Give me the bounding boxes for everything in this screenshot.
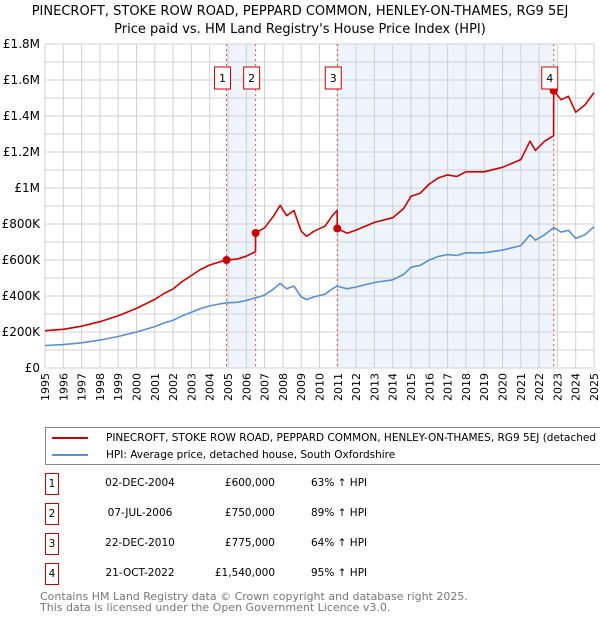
x-tick-label: 2021 bbox=[515, 373, 528, 401]
sale-label-box bbox=[243, 66, 261, 90]
sale-point bbox=[251, 229, 260, 237]
y-tick-label: £200K bbox=[2, 325, 42, 339]
x-tick-label: 2004 bbox=[204, 373, 217, 401]
y-tick-label: £1.6M bbox=[3, 73, 40, 87]
x-tick-label: 2023 bbox=[551, 373, 564, 401]
sale-number: 2 bbox=[45, 503, 59, 525]
property-price-line bbox=[44, 90, 595, 332]
y-tick-label: £1.2M bbox=[3, 145, 40, 159]
legend-label-property: PINECROFT, STOKE ROW ROAD, PEPPARD COMMO… bbox=[106, 432, 600, 444]
x-tick-label: 2013 bbox=[368, 373, 381, 401]
x-tick-label: 2012 bbox=[350, 373, 363, 401]
sale-label-box bbox=[214, 66, 232, 90]
x-tick-label: 2020 bbox=[497, 373, 510, 401]
sale-price: £600,000 bbox=[224, 477, 275, 489]
y-tick-label: £800K bbox=[2, 217, 42, 231]
sale-date: 21-OCT-2022 bbox=[105, 567, 175, 579]
x-tick-label: 2024 bbox=[570, 373, 583, 401]
x-tick-label: 2008 bbox=[277, 373, 290, 401]
y-tick-label: £400K bbox=[2, 289, 42, 303]
x-tick-label: 2001 bbox=[149, 373, 162, 401]
x-tick-label: 2007 bbox=[259, 373, 272, 401]
x-tick-label: 2016 bbox=[423, 373, 436, 401]
x-tick-label: 1995 bbox=[39, 373, 52, 401]
sale-point bbox=[333, 224, 342, 233]
sale-number: 3 bbox=[45, 533, 59, 555]
legend-item-property: PINECROFT, STOKE ROW ROAD, PEPPARD COMMO… bbox=[46, 430, 600, 446]
x-tick-label: 2002 bbox=[167, 373, 180, 401]
x-tick-label: 2006 bbox=[240, 373, 253, 401]
x-tick-label: 2022 bbox=[533, 373, 546, 401]
sale-hpi-change: 63% ↑ HPI bbox=[311, 477, 368, 489]
x-tick-label: 2015 bbox=[405, 373, 418, 401]
sale-row: 1 02-DEC-2004 £600,000 63% ↑ HPI bbox=[45, 473, 445, 495]
y-tick-label: £600K bbox=[2, 253, 42, 267]
x-tick-label: 2019 bbox=[478, 373, 491, 401]
legend-swatch-property bbox=[52, 437, 88, 439]
chart-subtitle: Price paid vs. HM Land Registry's House … bbox=[114, 22, 486, 37]
x-tick-label: 2014 bbox=[387, 373, 400, 401]
x-tick-label: 2010 bbox=[314, 373, 327, 401]
y-tick-label: £0 bbox=[25, 361, 40, 375]
legend-item-hpi: HPI: Average price, detached house, Sout… bbox=[46, 447, 395, 463]
x-tick-label: 2000 bbox=[131, 373, 144, 401]
legend: PINECROFT, STOKE ROW ROAD, PEPPARD COMMO… bbox=[45, 427, 600, 465]
sale-label-number: 2 bbox=[248, 72, 255, 85]
sale-hpi-change: 95% ↑ HPI bbox=[311, 567, 368, 579]
sale-row: 4 21-OCT-2022 £1,540,000 95% ↑ HPI bbox=[45, 563, 445, 585]
sale-label-number: 3 bbox=[330, 72, 337, 85]
x-tick-label: 2005 bbox=[222, 373, 235, 401]
x-tick-label: 1998 bbox=[94, 373, 107, 401]
legend-label-hpi: HPI: Average price, detached house, Sout… bbox=[106, 449, 396, 461]
sale-price: £750,000 bbox=[224, 507, 275, 519]
hpi-line bbox=[44, 226, 595, 347]
sale-point bbox=[222, 256, 231, 264]
sale-row: 2 07-JUL-2006 £750,000 89% ↑ HPI bbox=[45, 503, 445, 525]
x-tick-label: 2003 bbox=[185, 373, 198, 401]
chart-title: PINECROFT, STOKE ROW ROAD, PEPPARD COMMO… bbox=[31, 4, 569, 19]
sale-price: £1,540,000 bbox=[214, 567, 275, 579]
sale-label-number: 1 bbox=[219, 72, 226, 85]
y-tick-label: £1M bbox=[14, 181, 40, 195]
sale-date: 22-DEC-2010 bbox=[105, 537, 175, 549]
y-tick-label: £1.4M bbox=[3, 109, 40, 123]
x-tick-label: 1999 bbox=[112, 373, 125, 401]
x-tick-label: 1996 bbox=[57, 373, 70, 401]
sale-label-number: 4 bbox=[546, 72, 553, 85]
x-tick-label: 2011 bbox=[332, 373, 345, 401]
sale-price: £775,000 bbox=[224, 537, 275, 549]
sale-number: 4 bbox=[45, 563, 59, 585]
x-tick-label: 2018 bbox=[460, 373, 473, 401]
plot-area: £0 £200K £400K £600K £800K £1M £1.2M £1.4M £1.6M… bbox=[2, 37, 600, 401]
x-tick-label: 2017 bbox=[442, 373, 455, 401]
sale-label-box bbox=[324, 66, 342, 90]
sale-row: 3 22-DEC-2010 £775,000 64% ↑ HPI bbox=[45, 533, 445, 555]
x-tick-label: 1997 bbox=[76, 373, 89, 401]
sale-hpi-change: 89% ↑ HPI bbox=[311, 507, 368, 519]
sale-date: 07-JUL-2006 bbox=[107, 507, 173, 519]
y-tick-label: £1.8M bbox=[3, 37, 40, 51]
legend-swatch-hpi bbox=[52, 454, 88, 456]
x-tick-label: 2025 bbox=[588, 373, 600, 401]
x-tick-label: 2009 bbox=[295, 373, 308, 401]
sale-hpi-change: 64% ↑ HPI bbox=[311, 537, 368, 549]
footer-licence: This data is licensed under the Open Gov… bbox=[40, 601, 391, 614]
sale-number: 1 bbox=[45, 473, 59, 495]
sale-label-box bbox=[541, 66, 559, 90]
footer-copyright: Contains HM Land Registry data © Crown c… bbox=[40, 590, 468, 603]
sale-date: 02-DEC-2004 bbox=[105, 477, 175, 489]
